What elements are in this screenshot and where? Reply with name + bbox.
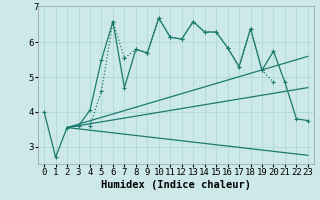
- Text: 7: 7: [33, 3, 38, 12]
- X-axis label: Humidex (Indice chaleur): Humidex (Indice chaleur): [101, 180, 251, 190]
